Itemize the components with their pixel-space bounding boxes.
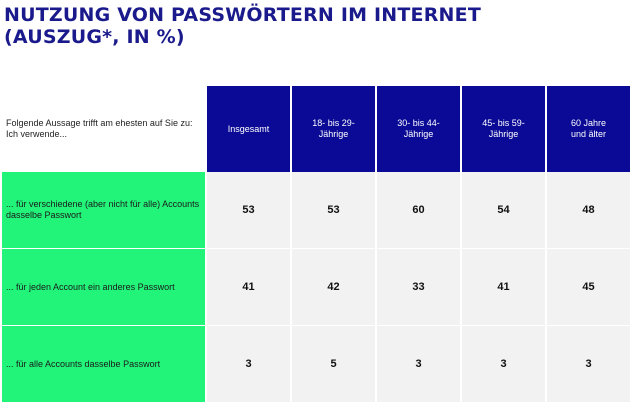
column-header: 18- bis 29- Jährige bbox=[292, 86, 375, 172]
data-cell: 5 bbox=[292, 326, 375, 403]
data-cell: 60 bbox=[377, 172, 460, 249]
data-cell: 3 bbox=[547, 326, 630, 403]
data-cell: 41 bbox=[462, 249, 545, 326]
data-cell: 3 bbox=[377, 326, 460, 403]
table-row: ... für alle Accounts dasselbe Passwort … bbox=[2, 326, 630, 403]
data-cell: 33 bbox=[377, 249, 460, 326]
data-cell: 53 bbox=[207, 172, 290, 249]
row-header-question: Folgende Aussage trifft am ehesten auf S… bbox=[6, 118, 193, 139]
chart-title-line-2: (AUSZUG*, IN %) bbox=[4, 26, 185, 48]
column-header: 30- bis 44- Jährige bbox=[377, 86, 460, 172]
table-row: ... für jeden Account ein anderes Passwo… bbox=[2, 249, 630, 326]
table-row: ... für verschiedene (aber nicht für all… bbox=[2, 172, 630, 249]
table-header-row: Folgende Aussage trifft am ehesten auf S… bbox=[2, 86, 630, 172]
column-header: 45- bis 59- Jährige bbox=[462, 86, 545, 172]
data-cell: 53 bbox=[292, 172, 375, 249]
data-cell: 48 bbox=[547, 172, 630, 249]
column-header: Insgesamt bbox=[207, 86, 290, 172]
row-label: ... für verschiedene (aber nicht für all… bbox=[2, 172, 205, 249]
data-cell: 3 bbox=[207, 326, 290, 403]
chart-title-line-1: NUTZUNG VON PASSWÖRTERN IM INTERNET bbox=[4, 4, 481, 26]
data-cell: 42 bbox=[292, 249, 375, 326]
data-cell: 3 bbox=[462, 326, 545, 403]
chart-title: NUTZUNG VON PASSWÖRTERN IM INTERNET (AUS… bbox=[4, 4, 481, 48]
column-header: 60 Jahre und älter bbox=[547, 86, 630, 172]
data-cell: 54 bbox=[462, 172, 545, 249]
data-cell: 41 bbox=[207, 249, 290, 326]
data-cell: 45 bbox=[547, 249, 630, 326]
data-table: Folgende Aussage trifft am ehesten auf S… bbox=[0, 86, 630, 403]
row-label: ... für jeden Account ein anderes Passwo… bbox=[2, 249, 205, 326]
row-label: ... für alle Accounts dasselbe Passwort bbox=[2, 326, 205, 403]
